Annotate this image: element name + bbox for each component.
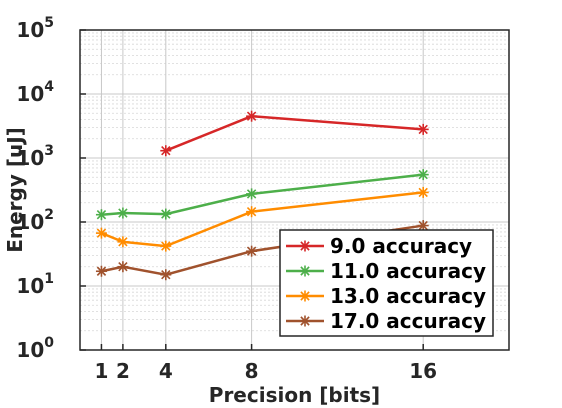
data-point [160,145,172,157]
series-line-1 [101,173,424,216]
y-tick-label: 101 [16,271,54,298]
data-point [117,207,129,219]
y-tick-exponent: 5 [44,15,54,31]
data-point [417,220,429,232]
x-axis-label: Precision [bits] [209,383,380,407]
data-point [246,245,258,257]
data-point [417,123,429,135]
data-point [160,269,172,281]
data-point [160,208,172,220]
legend-swatch-marker [299,315,311,327]
legend-entry: 13.0 accuracy [330,284,486,308]
legend-box [279,229,494,337]
data-point [417,186,429,198]
data-point [160,240,172,252]
data-point [417,169,429,181]
legend-swatch-marker [299,290,311,302]
y-tick-label: 104 [16,79,54,106]
y-tick-exponent: 0 [44,335,54,351]
data-point [95,209,107,221]
data-point [117,261,129,273]
y-tick-exponent: 3 [44,143,54,159]
data-point [117,236,129,248]
y-tick-label: 100 [16,335,54,362]
y-tick-exponent: 4 [44,79,54,95]
legend-swatch-marker [299,240,311,252]
data-point [246,206,258,218]
series-line-0 [165,114,424,152]
legend-swatch-marker [299,265,311,277]
y-tick-label: 103 [16,143,54,170]
data-point [95,227,107,239]
x-tick-label: 16 [409,359,437,383]
legend-entry: 17.0 accuracy [330,309,486,333]
y-tick-exponent: 1 [44,271,54,287]
x-tick-label: 2 [116,359,130,383]
y-tick-exponent: 2 [44,207,54,223]
data-point [246,188,258,200]
plot-area [79,29,510,351]
x-tick-label: 8 [245,359,259,383]
x-tick-label: 1 [94,359,108,383]
legend-entry: 9.0 accuracy [330,234,472,258]
data-point [95,265,107,277]
y-tick-label: 105 [16,15,54,42]
x-tick-label: 4 [159,359,173,383]
data-point [246,110,258,122]
legend-entry: 11.0 accuracy [330,259,486,283]
y-axis-label: Energy [uJ] [3,127,27,253]
